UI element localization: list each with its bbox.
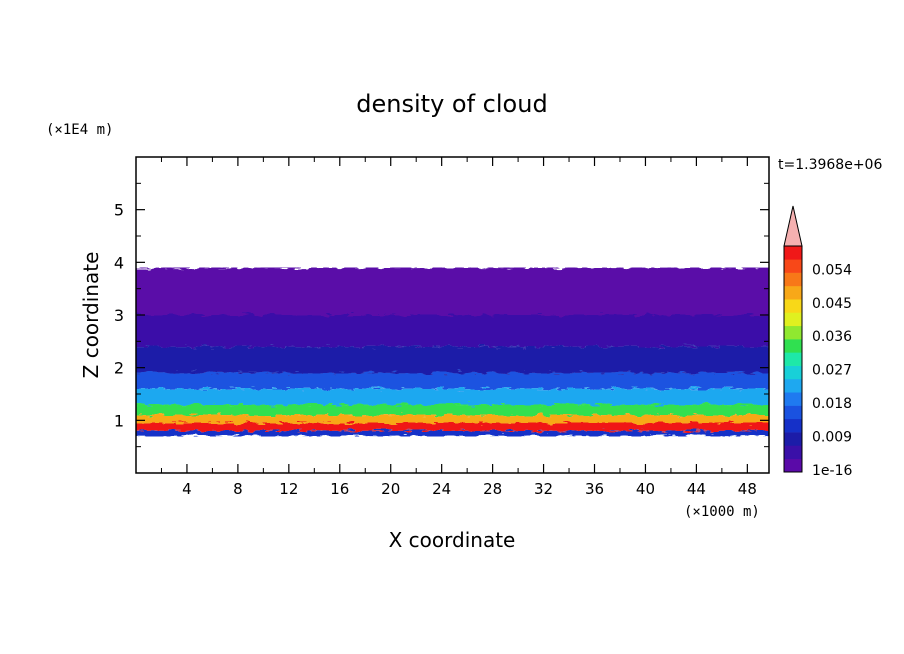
x-tick-label: 12	[279, 480, 298, 498]
colorbar-swatch	[784, 299, 802, 313]
y-tick-label: 1	[114, 411, 124, 430]
x-tick-label: 20	[381, 480, 400, 498]
colorbar-extend-arrow	[783, 205, 803, 247]
colorbar-swatch	[784, 392, 802, 406]
density-band-2	[136, 346, 769, 373]
y-tick-label: 5	[114, 201, 124, 220]
colorbar-swatch	[784, 246, 802, 260]
colorbar-label: 0.009	[812, 430, 852, 446]
colorbar-swatch	[784, 418, 802, 433]
colorbar-swatch	[784, 352, 802, 366]
y-tick-label: 3	[114, 306, 124, 325]
colorbar-swatch	[784, 378, 802, 393]
x-tick-label: 28	[483, 480, 502, 498]
x-axis-label: X coordinate	[389, 528, 516, 552]
density-bands	[136, 267, 769, 437]
y-tick-label: 2	[114, 359, 124, 378]
colorbar-swatch	[784, 285, 802, 300]
density-band-0	[136, 267, 769, 315]
time-label: t=1.3968e+06	[778, 157, 882, 173]
chart-title: density of cloud	[356, 90, 547, 118]
colorbar-swatch	[784, 339, 802, 353]
y-tick-label: 4	[114, 253, 124, 272]
density-band-5	[136, 404, 769, 416]
colorbar-swatch	[784, 432, 802, 446]
x-tick-label: 16	[330, 480, 349, 498]
colorbar-label: 0.018	[812, 396, 852, 412]
x-tick-label: 8	[233, 480, 243, 498]
colorbar-swatch	[784, 259, 802, 273]
plot-area	[136, 267, 769, 437]
density-band-8	[136, 430, 769, 437]
colorbar-swatch	[784, 272, 802, 287]
colorbar-swatch	[784, 365, 802, 380]
colorbar-frame	[783, 245, 803, 473]
colorbar-label: 1e-16	[812, 463, 852, 479]
colorbar-label: 0.054	[812, 262, 852, 278]
x-tick-label: 4	[182, 480, 192, 498]
x-axis-ticks: 4 8 12 16 20 24 28 32 36 40 44 48	[160, 157, 757, 498]
colorbar-swatch	[784, 312, 802, 327]
x-tick-label: 32	[534, 480, 553, 498]
density-band-1	[136, 315, 769, 347]
colorbar: 1e-16 0.009 0.018 0.027 0.036 0.045 0.054	[783, 205, 852, 479]
x-tick-label: 40	[636, 480, 655, 498]
colorbar-swatch	[784, 325, 802, 340]
y-axis-ticks: 1 2 3 4 5	[114, 182, 769, 448]
density-band-3	[136, 372, 769, 389]
x-tick-label: 24	[432, 480, 451, 498]
colorbar-label: 0.045	[812, 296, 852, 312]
y-unit-label: (×1E4 m)	[46, 122, 113, 138]
density-band-4	[136, 388, 769, 405]
x-tick-label: 44	[687, 480, 706, 498]
colorbar-swatch	[784, 445, 802, 460]
colorbar-label: 0.027	[812, 363, 852, 379]
density-band-6	[136, 415, 769, 423]
x-unit-label: (×1000 m)	[684, 504, 760, 520]
colorbar-swatch	[784, 458, 802, 473]
x-tick-label: 48	[738, 480, 757, 498]
colorbar-swatch	[784, 405, 802, 420]
colorbar-label: 0.036	[812, 329, 852, 345]
x-tick-label: 36	[585, 480, 604, 498]
density-band-7	[136, 422, 769, 431]
y-axis-label: Z coordinate	[79, 252, 103, 379]
